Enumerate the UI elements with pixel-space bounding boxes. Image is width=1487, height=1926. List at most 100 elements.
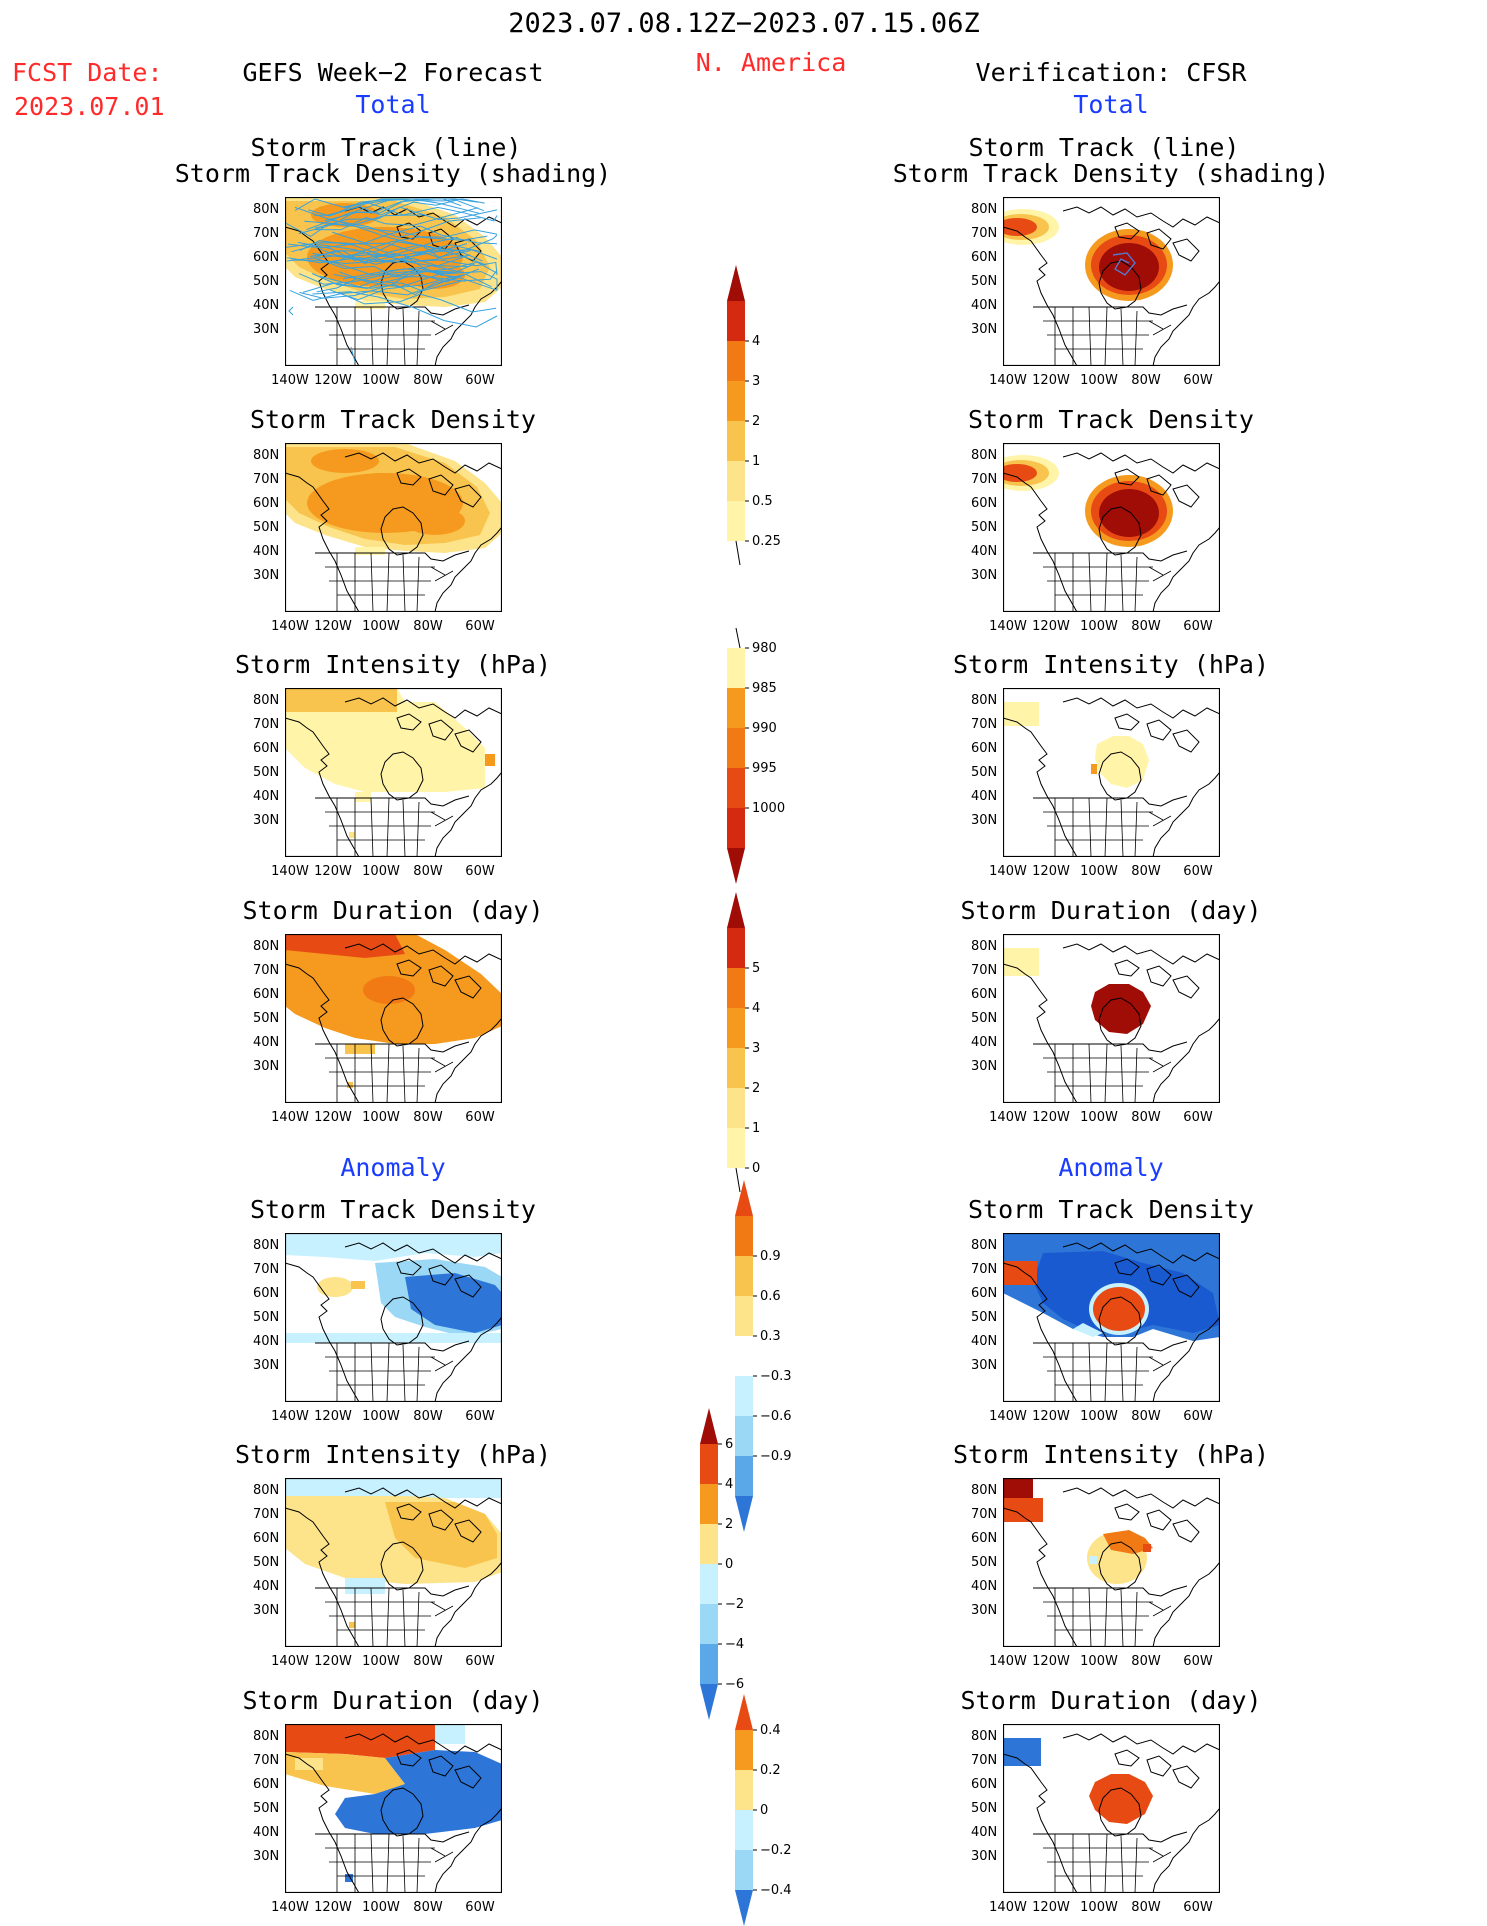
lon-tick-label: 120W (314, 864, 352, 879)
coastline (1003, 717, 1220, 857)
shading-layer (285, 1233, 502, 1363)
storm-track (286, 244, 481, 264)
shading-cell (1089, 1556, 1097, 1564)
colorbar-tick-label: 1 (752, 1121, 760, 1136)
lat-tick-label: 60N (253, 250, 280, 265)
lat-tick-label: 30N (253, 322, 280, 337)
colorbar-tick-label: 3 (752, 1041, 760, 1056)
state-borders (1043, 306, 1172, 366)
colorbar-tick-label: 2 (752, 1081, 760, 1096)
lat-tick-label: 30N (253, 568, 280, 583)
colorbar-tick-label: 0 (752, 1161, 760, 1176)
shading-cell (349, 1622, 355, 1628)
lat-tick-label: 50N (253, 1801, 280, 1816)
shading-layer (1003, 1233, 1220, 1341)
lat-tick-label: 30N (253, 1849, 280, 1864)
colorbar-tick-label: −0.4 (760, 1883, 792, 1898)
storm-track (304, 220, 488, 241)
lon-tick-label: 60W (465, 619, 495, 634)
left-density-title: Storm Track Density (250, 405, 536, 434)
lon-tick-label: 120W (314, 1110, 352, 1125)
colorbar-segment (727, 381, 745, 421)
shading-region (335, 1750, 502, 1834)
colorbar-canvas: 5 4 3 2 1 0 (727, 892, 760, 1193)
map-frame (1003, 1724, 1220, 1893)
shading-layer (1003, 455, 1173, 547)
map-canvas (1003, 443, 1220, 612)
coastline (1003, 1753, 1220, 1893)
lat-tick-label: 40N (971, 298, 998, 313)
colorbar-arrow-top (727, 265, 745, 301)
coastline (285, 717, 502, 857)
colorbar-canvas: 0.4 0.2 0 −0.2 −0.4 (735, 1694, 792, 1926)
lon-tick-label: 140W (271, 373, 309, 388)
shading-cell (1003, 702, 1039, 726)
map-cfsr-density-total: 80N 70N 60N 50N 40N 30N 140W 120W 100W 80W 60W (971, 443, 1220, 634)
country-border (315, 1831, 470, 1843)
shading-cell (355, 792, 371, 802)
lon-tick-label: 80W (413, 864, 443, 879)
lon-tick-label: 60W (465, 1409, 495, 1424)
lat-tick-label: 30N (971, 1849, 998, 1864)
arctic-islands (1062, 1242, 1220, 1298)
right-duration-title: Storm Duration (day) (960, 896, 1262, 925)
country-border (1033, 1041, 1188, 1053)
lon-tick-label: 80W (413, 619, 443, 634)
map-frame (285, 197, 502, 366)
colorbar-tick-label: 0.4 (760, 1723, 781, 1738)
storm-track (314, 198, 479, 216)
colorbar-tick-label: 0.9 (760, 1249, 781, 1264)
colorbar-tick-label: 0.6 (760, 1289, 781, 1304)
shading-region (1003, 464, 1037, 482)
shading-cell (285, 688, 397, 712)
coastline (1003, 472, 1220, 612)
right-track-title-2: Storm Track Density (shading) (892, 159, 1330, 188)
coastline (1003, 1507, 1220, 1647)
country-border (1033, 1585, 1188, 1597)
map-frame (1003, 688, 1220, 857)
lat-tick-label: 30N (971, 813, 998, 828)
lat-tick-label: 60N (253, 1777, 280, 1792)
lon-tick-label: 60W (465, 1110, 495, 1125)
shading-layer (1003, 948, 1151, 1034)
colorbar-segment (700, 1524, 718, 1564)
lat-tick-label: 70N (971, 717, 998, 732)
map-canvas (285, 1478, 502, 1647)
colorbar-segment (700, 1644, 718, 1684)
arctic-islands (1062, 1487, 1220, 1543)
colorbar-segment (735, 1336, 753, 1376)
lat-tick-label: 80N (971, 693, 998, 708)
colorbar-segment (735, 1256, 753, 1296)
state-borders (1043, 1043, 1172, 1103)
colorbar-arrow-bottom (700, 1684, 718, 1720)
lat-tick-label: 50N (253, 1555, 280, 1570)
map-canvas (285, 1233, 502, 1402)
arctic-islands (344, 697, 502, 753)
lon-tick-label: 100W (1080, 864, 1118, 879)
colorbar-tick-label: 6 (725, 1437, 733, 1452)
shading-cell (1143, 1544, 1151, 1552)
hudson-bay (380, 1541, 424, 1591)
lat-tick-label: 60N (253, 741, 280, 756)
region-title: N. America (695, 48, 847, 77)
colorbar-tick-label: 980 (752, 641, 777, 656)
map-gefs-density-total: 80N 70N 60N 50N 40N 30N 140W 120W 100W 80W 60W (253, 443, 502, 634)
map-frame (285, 1478, 502, 1647)
lat-tick-label: 50N (971, 274, 998, 289)
lat-tick-label: 80N (971, 939, 998, 954)
lon-tick-label: 140W (989, 373, 1027, 388)
lat-tick-label: 40N (253, 1579, 280, 1594)
lat-tick-label: 60N (971, 987, 998, 1002)
coastline (1003, 963, 1220, 1103)
map-gefs-density-anomaly: 80N 70N 60N 50N 40N 30N 140W 120W 100W 80W 60W (253, 1233, 502, 1424)
lon-tick-label: 60W (1183, 1110, 1213, 1125)
shading-cell (1091, 764, 1097, 774)
colorbar-arrow-bottom (727, 848, 745, 884)
lon-tick-label: 60W (1183, 1654, 1213, 1669)
lat-tick-label: 40N (253, 1334, 280, 1349)
lon-tick-label: 60W (465, 1900, 495, 1915)
colorbar-tick-label: −0.6 (760, 1409, 792, 1424)
colorbar-tick-label: 0.3 (760, 1329, 781, 1344)
colorbar-arrow-bottom (735, 1496, 753, 1532)
storm-track-lines (285, 198, 498, 363)
